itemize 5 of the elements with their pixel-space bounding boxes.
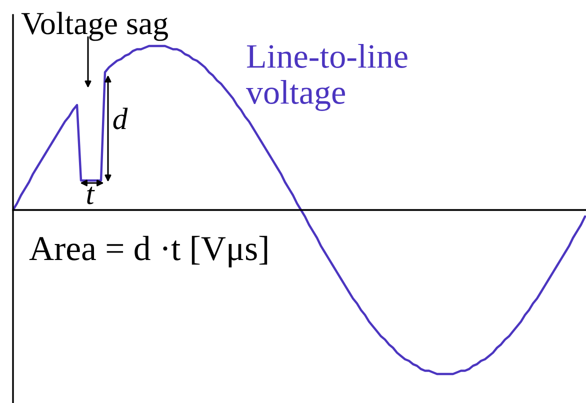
annotation: t bbox=[87, 186, 95, 204]
text: Voltage sag bbox=[21, 12, 168, 41]
annotation: d bbox=[113, 108, 128, 130]
series-label: Line-to-line voltage bbox=[246, 44, 408, 112]
annotation: Area = d ·t [Vμs] bbox=[29, 236, 268, 268]
